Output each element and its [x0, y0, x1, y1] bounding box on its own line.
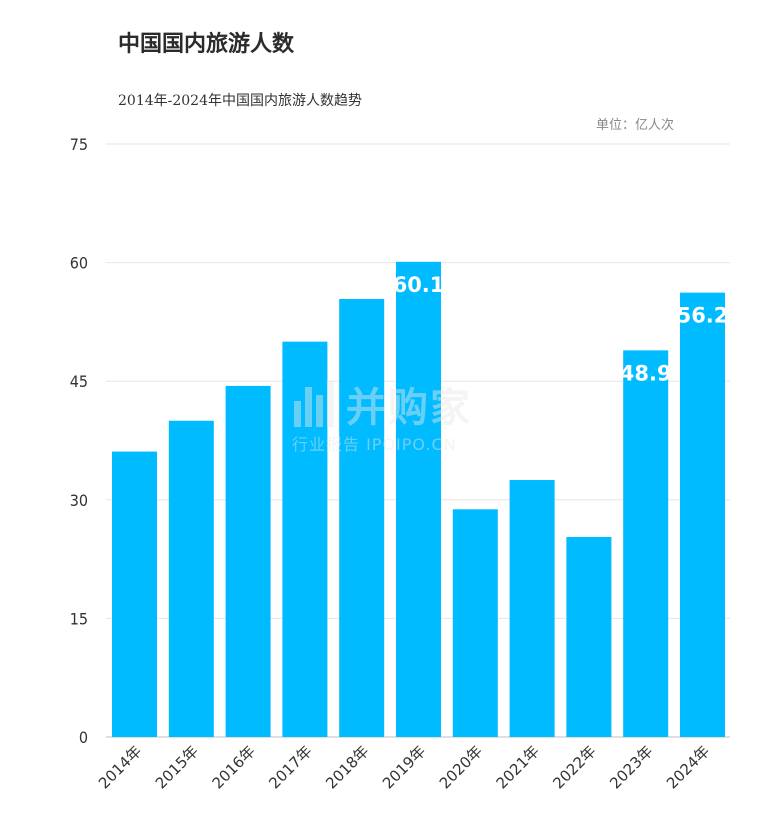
- bar: [509, 480, 555, 737]
- bar: [566, 536, 612, 737]
- x-axis-ticks: 2014年 2015年 2016年 2017年 2018年 2019年 2020年 2021年…: [95, 742, 713, 792]
- bar: [680, 292, 725, 737]
- y-tick-label: 75: [70, 135, 88, 154]
- bar: [623, 350, 669, 737]
- unit-label: 单位：亿人次: [596, 118, 675, 133]
- chart-subtitle: 2014年-2024年中国国内旅游人数趋势: [118, 93, 362, 109]
- x-tick-label: 2022年: [549, 742, 599, 792]
- y-axis-ticks: 0 15 30 45 60 75: [70, 135, 88, 747]
- data-label: 56.2: [677, 304, 729, 328]
- bar: [168, 420, 214, 737]
- y-tick-label: 60: [70, 254, 88, 273]
- y-tick-label: 0: [79, 728, 88, 747]
- bar: [225, 385, 271, 737]
- bars: [112, 261, 725, 737]
- y-tick-label: 45: [70, 372, 88, 391]
- x-tick-label: 2018年: [322, 742, 372, 792]
- x-tick-label: 2016年: [209, 742, 259, 792]
- bar: [112, 451, 157, 737]
- x-tick-label: 2014年: [95, 742, 145, 792]
- bar: [396, 261, 441, 737]
- chart-title: 中国国内旅游人数: [118, 32, 295, 57]
- y-tick-label: 30: [70, 491, 88, 510]
- data-label: 48.9: [620, 361, 672, 385]
- x-tick-label: 2019年: [379, 742, 429, 792]
- x-tick-label: 2024年: [663, 742, 713, 792]
- data-labels: 60.1 48.9 56.2: [393, 273, 729, 386]
- bar: [452, 509, 498, 737]
- x-tick-label: 2020年: [436, 742, 486, 792]
- bar: [339, 298, 385, 737]
- x-tick-label: 2017年: [265, 742, 315, 792]
- x-tick-label: 2015年: [152, 742, 202, 792]
- bar: [282, 341, 328, 737]
- data-label: 60.1: [393, 273, 445, 297]
- x-tick-label: 2021年: [493, 742, 543, 792]
- x-tick-label: 2023年: [606, 742, 656, 792]
- y-tick-label: 15: [70, 609, 88, 628]
